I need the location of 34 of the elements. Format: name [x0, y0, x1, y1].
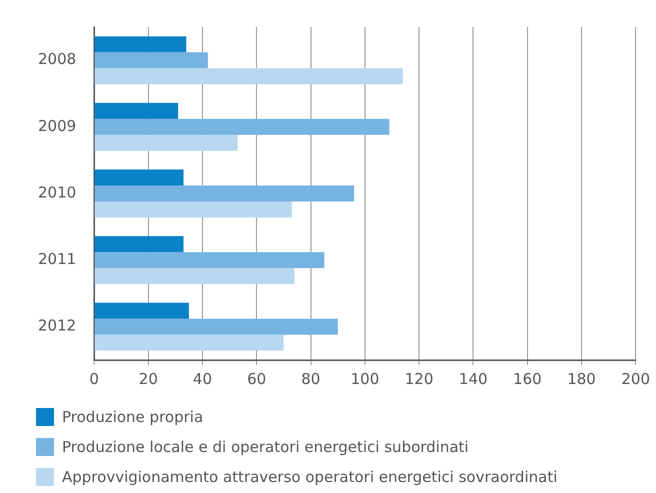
y-tick-label: 2008	[38, 50, 76, 68]
y-tick-label: 2009	[38, 116, 76, 135]
legend-label: Produzione locale e di operatori energetici subordinati	[62, 438, 469, 456]
bar	[94, 268, 295, 284]
bar	[94, 102, 178, 119]
x-tick-label: 20	[138, 370, 158, 388]
x-tick-label: 140	[458, 370, 488, 388]
bar	[94, 236, 184, 252]
x-tick-label: 40	[192, 370, 212, 388]
bar	[94, 68, 403, 84]
x-tick-label: 160	[513, 370, 542, 388]
x-tick-label: 180	[567, 370, 596, 388]
y-tick-label: 2010	[38, 183, 76, 202]
x-tick-label: 120	[404, 370, 434, 388]
bar	[94, 334, 284, 351]
bar	[94, 186, 354, 202]
x-tick-label: 100	[350, 370, 380, 388]
bar	[94, 302, 189, 319]
bar	[94, 318, 338, 335]
bar	[94, 134, 238, 151]
x-tick-label: 60	[247, 370, 266, 388]
bar	[94, 201, 292, 218]
bar	[94, 118, 390, 135]
x-tick-label: 200	[621, 370, 650, 388]
y-tick-label: 2012	[38, 316, 76, 335]
bar	[94, 170, 184, 186]
legend-label: Approvvigionamento attraverso operatori energetici sovraordinati	[62, 468, 558, 486]
bar	[94, 252, 324, 268]
x-tick-label: 80	[301, 370, 320, 388]
y-tick-label: 2011	[38, 250, 76, 268]
x-tick-label: 0	[89, 370, 99, 388]
bar	[94, 52, 208, 68]
bar	[94, 36, 186, 52]
legend-label: Produzione propria	[62, 408, 204, 426]
